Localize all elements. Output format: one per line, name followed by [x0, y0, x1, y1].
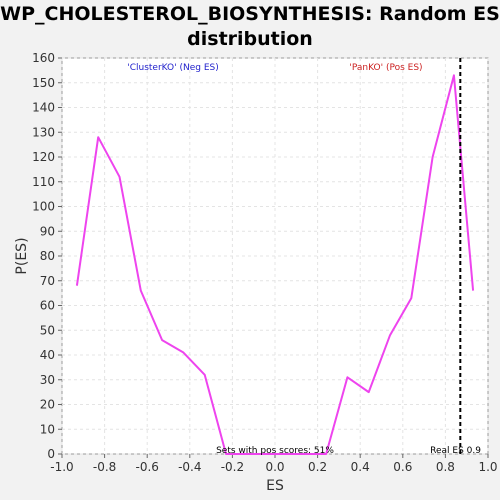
neg-es-label: 'ClusterKO' (Neg ES) — [127, 63, 219, 73]
real-es-label: Real ES 0.9 — [430, 446, 481, 456]
es-distribution-line — [75, 74, 475, 455]
series — [75, 74, 475, 455]
y-axis-label: P(ES) — [14, 237, 30, 274]
y-tick-label: 40 — [40, 348, 55, 362]
x-tick-label: 0.0 — [265, 460, 284, 474]
x-tick-label: 0.2 — [308, 460, 327, 474]
y-tick-label: 60 — [40, 299, 55, 313]
x-tick-label: 0.4 — [351, 460, 370, 474]
chart-title-line1: WP_CHOLESTEROL_BIOSYNTHESIS: Random ES — [0, 3, 500, 25]
y-tick-label: 150 — [32, 76, 55, 90]
y-tick-label: 100 — [32, 200, 55, 214]
grid — [61, 57, 489, 455]
chart-title-line2: distribution — [187, 28, 313, 50]
y-tick-label: 10 — [40, 422, 55, 436]
x-tick-label: -0.6 — [135, 460, 158, 474]
y-tick-label: 80 — [40, 249, 55, 263]
x-tick-label: -0.4 — [178, 460, 201, 474]
y-tick-label: 70 — [40, 274, 55, 288]
y-tick-label: 110 — [32, 175, 55, 189]
axis-ticks: -1.0 -0.8 -0.6 -0.4 -0.2 0.0 0.2 0.4 0.6 0.8 1.0 0 1… — [32, 51, 497, 474]
y-tick-label: 120 — [32, 150, 55, 164]
x-tick-label: -0.2 — [221, 460, 244, 474]
y-tick-label: 160 — [32, 51, 55, 65]
y-tick-label: 20 — [40, 398, 55, 412]
x-tick-label: -1.0 — [50, 460, 73, 474]
y-tick-label: 140 — [32, 101, 55, 115]
y-tick-label: 130 — [32, 125, 55, 139]
x-tick-label: -0.8 — [93, 460, 116, 474]
y-tick-label: 30 — [40, 373, 55, 387]
y-tick-label: 0 — [47, 447, 55, 461]
sets-with-pos-label: Sets with pos scores: 51% — [216, 446, 334, 456]
pos-es-label: 'PanKO' (Pos ES) — [349, 63, 422, 73]
y-tick-label: 50 — [40, 323, 55, 337]
x-tick-label: 1.0 — [478, 460, 497, 474]
x-axis-label: ES — [266, 478, 284, 494]
x-tick-label: 0.8 — [436, 460, 455, 474]
x-tick-label: 0.6 — [393, 460, 412, 474]
y-tick-label: 90 — [40, 224, 55, 238]
